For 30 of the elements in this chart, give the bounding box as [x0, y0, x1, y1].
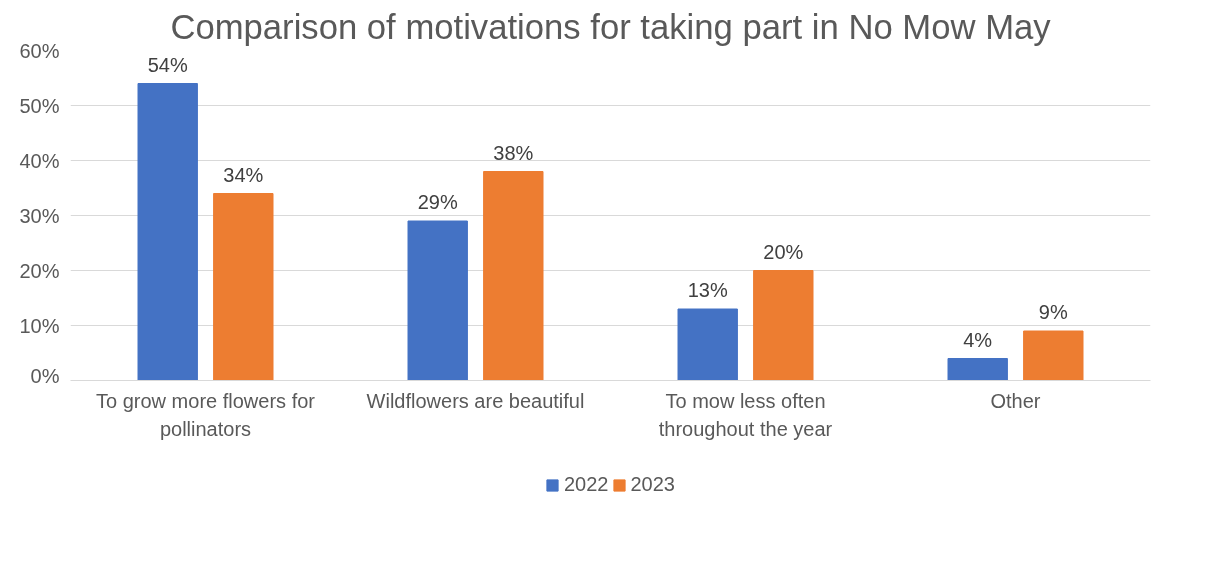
legend-label: 2022: [564, 473, 609, 496]
data-label: 20%: [763, 240, 804, 263]
data-label: 13%: [687, 279, 728, 301]
bar: [1023, 330, 1084, 381]
data-label: 9%: [1038, 301, 1068, 323]
data-label: 34%: [223, 163, 264, 186]
y-tick-label: 0%: [30, 364, 60, 387]
bar: [407, 220, 468, 381]
x-tick-label: Other: [990, 389, 1041, 412]
data-label: 4%: [963, 328, 993, 351]
y-tick-label: 50%: [19, 94, 60, 117]
data-label: 54%: [147, 53, 188, 76]
x-tick-label: Wildflowers are beautiful: [366, 389, 585, 412]
bar: [483, 171, 544, 381]
x-tick-label: To grow more flowers for pollinators: [96, 389, 316, 441]
y-tick-label: 20%: [19, 259, 60, 282]
y-tick-label: 10%: [19, 314, 60, 337]
bar: [677, 308, 738, 381]
y-tick-label: 40%: [19, 149, 60, 172]
bar: [137, 83, 198, 381]
x-tick-label: To mow less often throughout the year: [658, 389, 833, 441]
y-tick-label: 30%: [19, 204, 60, 227]
legend-label: 2023: [630, 473, 675, 496]
bar: [213, 193, 274, 381]
y-tick-label: 60%: [19, 39, 60, 62]
chart-title: Comparison of motivations for taking part in No Mow May: [170, 7, 1052, 46]
bar: [947, 358, 1008, 381]
data-label: 29%: [417, 191, 458, 213]
data-label: 38%: [493, 141, 534, 164]
bar: [753, 270, 814, 381]
